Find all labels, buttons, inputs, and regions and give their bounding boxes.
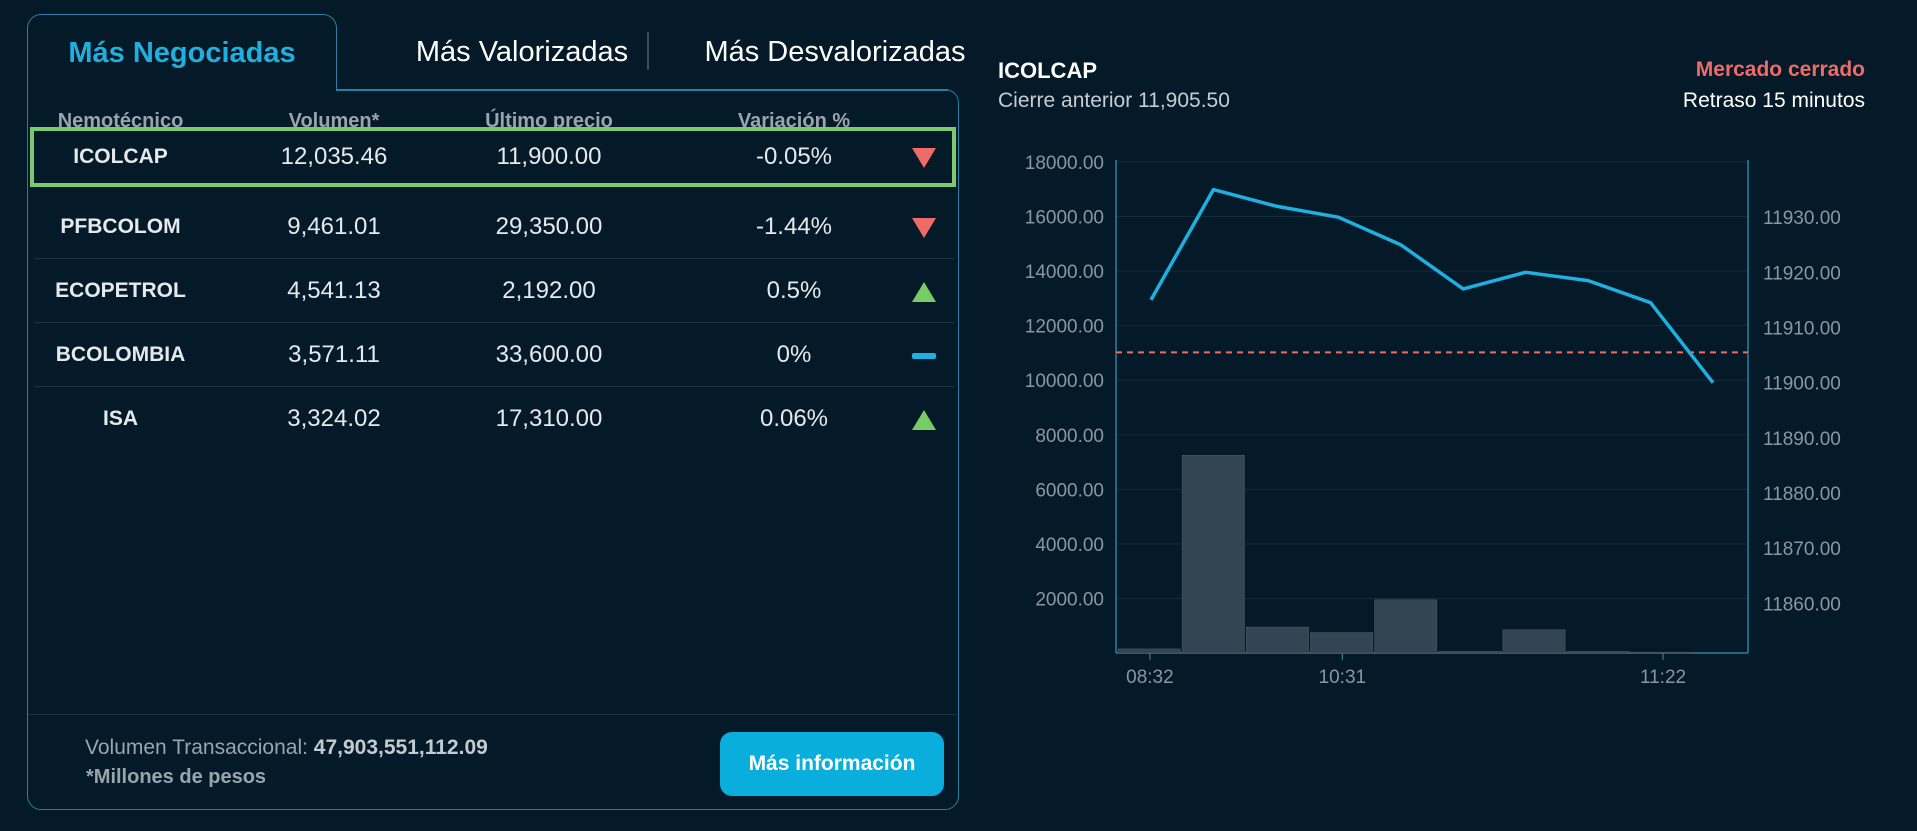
left-axis-tick: 4000.00 — [1035, 535, 1104, 556]
row-divider — [34, 386, 954, 387]
stocks-panel: Nemotécnico Volumen* Último precio Varia… — [27, 89, 959, 810]
x-axis-tick: 10:31 — [1319, 667, 1367, 688]
row-divider — [34, 258, 954, 259]
volume-note: *Millones de pesos — [86, 766, 267, 788]
row-symbol: PFBCOLOM — [60, 215, 181, 238]
volume-bar — [1117, 648, 1181, 654]
right-axis-tick: 11910.00 — [1763, 319, 1841, 340]
row-volume: 12,035.46 — [280, 143, 388, 170]
header-change: Variación % — [737, 110, 851, 132]
table-row[interactable]: ICOLCAP 12,035.46 11,900.00 -0.05% — [30, 127, 956, 187]
transaction-volume-value: 47,903,551,112.09 — [313, 736, 488, 759]
trend-up-icon — [894, 388, 954, 450]
left-axis-tick: 6000.00 — [1035, 480, 1104, 501]
trend-up-icon — [894, 260, 954, 322]
transaction-volume-label: Volumen Transaccional: — [85, 736, 314, 759]
market-status: Mercado cerrado — [1695, 58, 1865, 81]
row-price: 11,900.00 — [496, 143, 602, 170]
row-change: -0.05% — [755, 143, 833, 170]
row-price: 17,310.00 — [495, 405, 603, 432]
tab-mas-valorizadas[interactable]: Más Valorizadas — [415, 36, 629, 68]
previous-close: Cierre anterior 11,905.50 — [998, 89, 1230, 112]
row-price: 29,350.00 — [495, 213, 603, 240]
row-volume: 9,461.01 — [287, 213, 381, 240]
row-price: 33,600.00 — [495, 341, 603, 368]
row-symbol: ISA — [102, 407, 138, 430]
header-price: Último precio — [485, 110, 613, 132]
left-axis-tick: 8000.00 — [1035, 426, 1104, 447]
row-change: 0% — [776, 341, 812, 368]
tab-bar: Más Negociadas Más Valorizadas Más Desva… — [27, 14, 966, 90]
volume-bar — [1374, 599, 1438, 654]
row-volume: 3,571.11 — [288, 341, 380, 368]
row-change: -1.44% — [755, 213, 833, 240]
volume-bar — [1438, 651, 1502, 654]
trend-down-icon — [894, 196, 954, 258]
table-row[interactable]: ECOPETROL 4,541.13 2,192.00 0.5% — [34, 260, 954, 322]
row-divider — [34, 322, 954, 323]
row-volume: 3,324.02 — [287, 405, 381, 432]
header-volume: Volumen* — [288, 110, 380, 132]
trend-down-icon — [894, 131, 954, 183]
volume-bar — [1630, 651, 1694, 654]
left-axis-tick: 16000.00 — [1025, 208, 1104, 229]
price-series-line — [1149, 187, 1715, 384]
tab-mas-desvalorizadas[interactable]: Más Desvalorizadas — [704, 36, 966, 68]
volume-bar — [1310, 632, 1374, 654]
right-axis-tick: 11870.00 — [1763, 539, 1841, 560]
left-axis-tick: 2000.00 — [1035, 589, 1104, 610]
transaction-volume: Volumen Transaccional: 47,903,551,112.09 — [85, 736, 488, 760]
right-axis-tick: 11930.00 — [1763, 208, 1841, 229]
price-volume-chart[interactable]: 2000.00 4000.00 6000.00 8000.00 10000.00 1200… — [998, 150, 1878, 710]
row-volume: 4,541.13 — [287, 277, 381, 304]
left-axis-tick: 14000.00 — [1025, 262, 1104, 283]
volume-bar — [1181, 454, 1245, 654]
header-symbol: Nemotécnico — [57, 110, 184, 132]
row-price: 2,192.00 — [502, 277, 596, 304]
volume-bar — [1246, 626, 1309, 654]
trend-flat-icon — [894, 324, 954, 386]
right-axis-tick: 11860.00 — [1763, 594, 1841, 615]
x-axis-tick: 08:32 — [1126, 667, 1174, 688]
row-change: 0.5% — [766, 277, 822, 304]
volume-bar — [1502, 629, 1566, 654]
row-symbol: BCOLOMBIA — [55, 343, 186, 366]
tab-separator — [647, 32, 649, 70]
delay-notice: Retraso 15 minutos — [1682, 89, 1865, 112]
right-axis-tick: 11920.00 — [1763, 263, 1841, 284]
row-symbol: ECOPETROL — [55, 279, 186, 302]
x-axis-tick: 11:22 — [1640, 667, 1686, 688]
row-change: 0.06% — [759, 405, 829, 432]
right-axis-tick: 11900.00 — [1763, 374, 1841, 395]
table-row[interactable]: BCOLOMBIA 3,571.11 33,600.00 0% — [34, 324, 954, 386]
volume-bar — [1566, 651, 1630, 654]
left-axis-tick: 18000.00 — [1025, 153, 1104, 174]
more-info-button[interactable]: Más información — [720, 732, 944, 796]
left-axis-tick: 12000.00 — [1025, 317, 1104, 338]
table-row[interactable]: PFBCOLOM 9,461.01 29,350.00 -1.44% — [34, 196, 954, 258]
tab-mas-negociadas[interactable]: Más Negociadas — [27, 14, 337, 90]
table-header: Nemotécnico Volumen* Último precio Varia… — [34, 110, 954, 140]
right-axis-tick: 11880.00 — [1763, 484, 1841, 505]
chart-symbol: ICOLCAP — [998, 58, 1097, 83]
footer-divider — [28, 714, 957, 715]
table-row[interactable]: ISA 3,324.02 17,310.00 0.06% — [34, 388, 954, 450]
left-axis-tick: 10000.00 — [1025, 371, 1104, 392]
row-symbol: ICOLCAP — [73, 145, 168, 168]
right-axis-tick: 11890.00 — [1763, 429, 1841, 450]
